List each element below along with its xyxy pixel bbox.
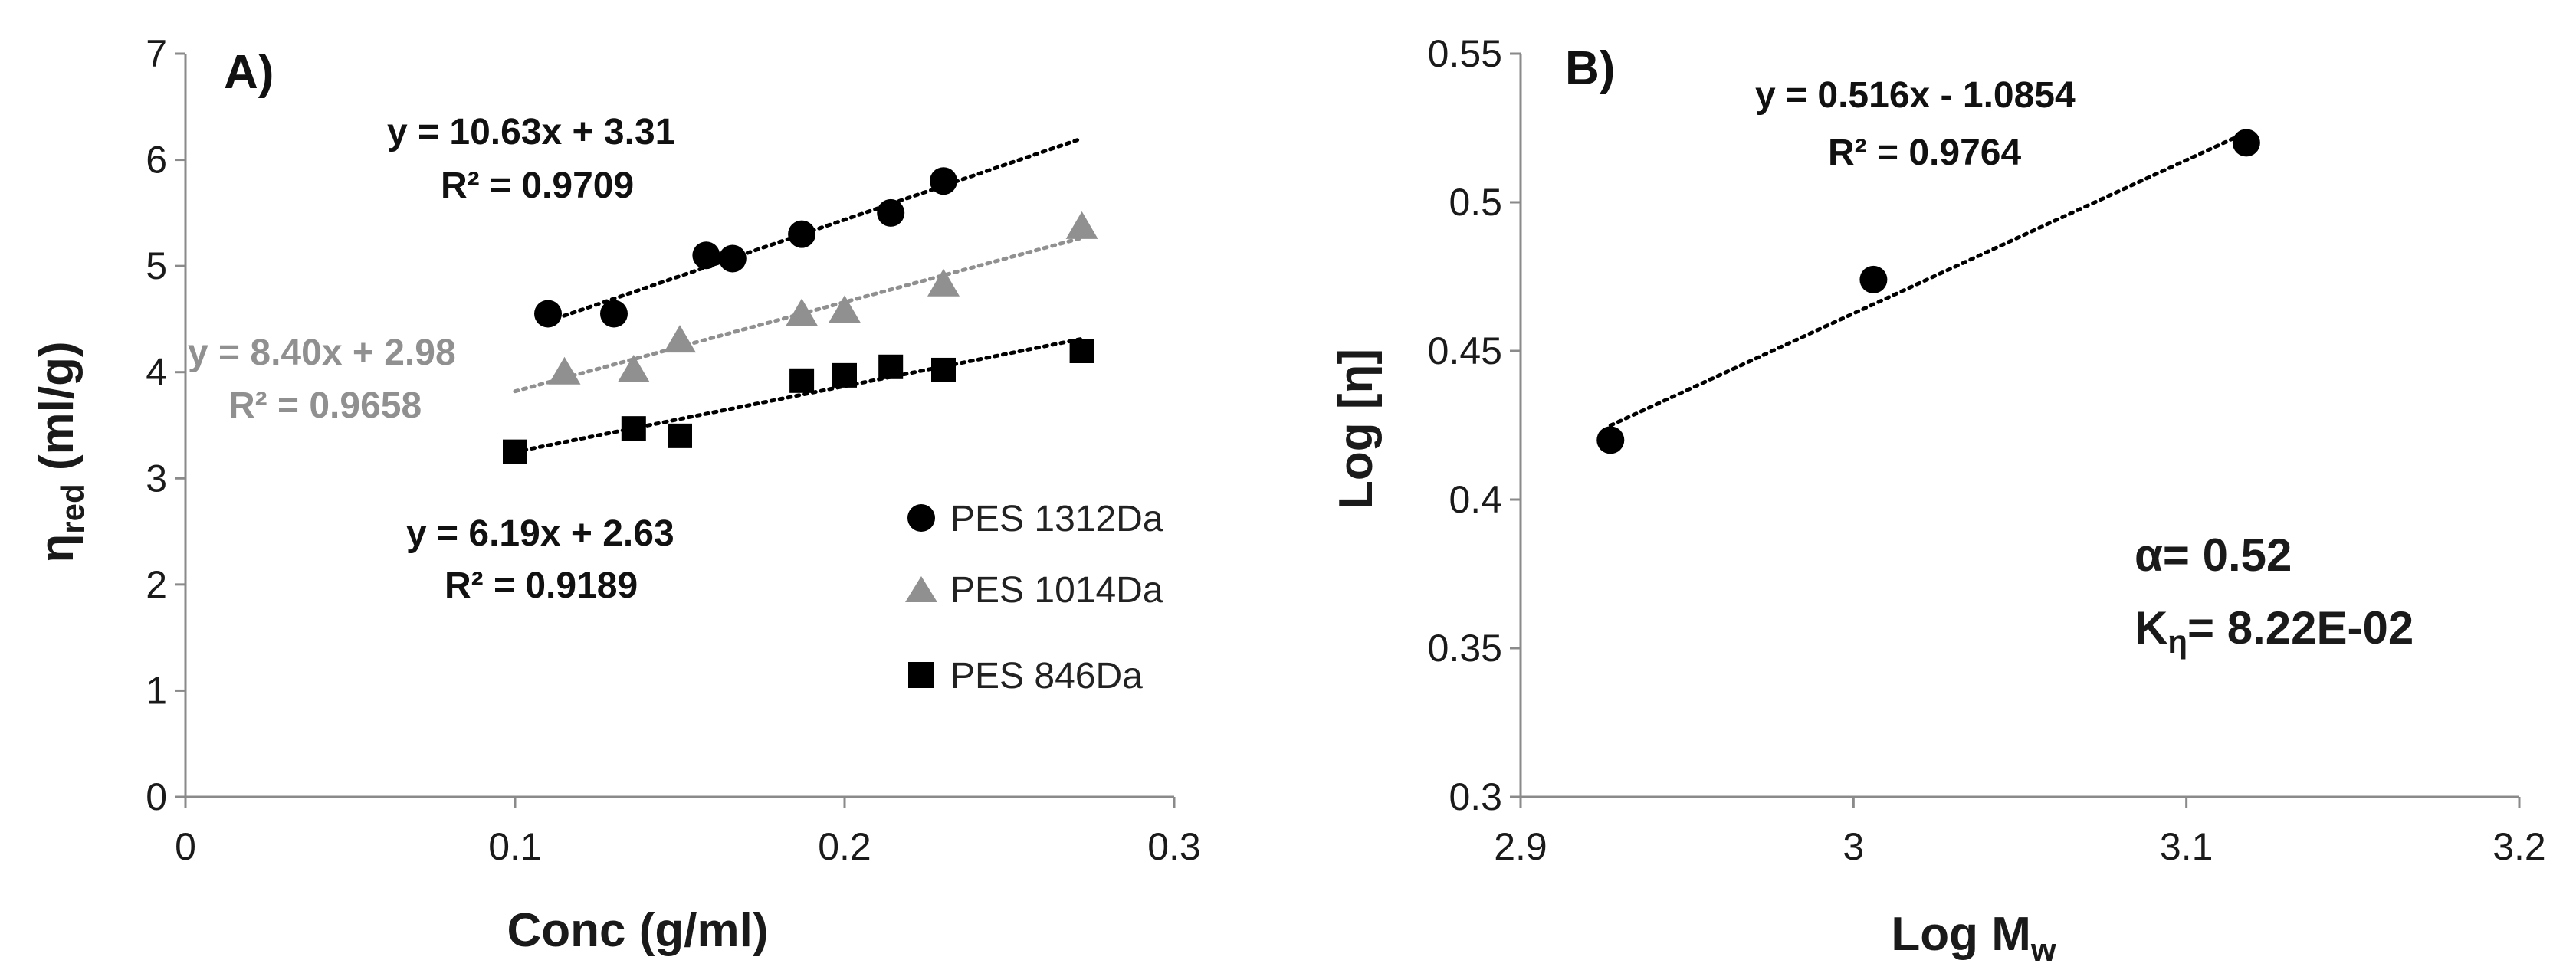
panel-b-y-ticks: 0.3 0.35 0.4 0.45 0.5 0.55 — [1428, 32, 1521, 818]
data-point-circle — [930, 167, 957, 195]
panel-a-chart: 0 1 2 3 4 5 6 7 0 0.1 0.2 0.3 A) y = 10.63x + 3.31… — [31, 32, 1201, 957]
legend-label-846: PES 846Da — [950, 656, 1143, 696]
trendline — [546, 136, 1085, 323]
data-point-triangle — [664, 325, 696, 353]
k-value: = 8.22E-02 — [2187, 602, 2414, 654]
data-point-circle — [718, 244, 747, 273]
series-1014-equation: y = 8.40x + 2.98 — [188, 333, 456, 373]
panel-a-y-ticks: 0 1 2 3 4 5 6 7 — [146, 32, 185, 818]
data-point-square — [1069, 339, 1094, 363]
y-tick-label: 2 — [146, 563, 167, 606]
y-tick-label: 0.55 — [1428, 32, 1502, 75]
legend-triangle-marker — [905, 576, 937, 602]
y-tick-label: 0.4 — [1449, 478, 1502, 521]
alpha-value: α= 0.52 — [2135, 529, 2292, 581]
panel-b-trendline — [1608, 130, 2249, 428]
trendline — [1608, 130, 2249, 428]
data-point-circle — [692, 241, 720, 270]
panel-a-label: A) — [224, 46, 274, 99]
data-point-square — [878, 354, 904, 379]
legend-square-marker — [908, 662, 934, 688]
data-point-square — [832, 362, 857, 388]
y-tick-label: 0.35 — [1428, 627, 1502, 670]
data-point-triangle — [548, 356, 581, 385]
x-title-main: Log M — [1891, 908, 2031, 961]
panel-a-axes — [184, 54, 1174, 798]
y-tick-label: 4 — [146, 351, 167, 394]
data-point-triangle — [786, 298, 819, 326]
y-tick-label: 0.5 — [1449, 181, 1502, 224]
panel-b-axes — [1519, 54, 2519, 798]
data-point-triangle — [927, 268, 960, 297]
series-1014-r2: R² = 0.9658 — [228, 385, 422, 426]
y-tick-label: 0.45 — [1428, 329, 1502, 372]
y-tick-label: 7 — [146, 32, 167, 75]
data-point-square — [789, 368, 815, 393]
series-846-equation: y = 6.19x + 2.63 — [406, 513, 674, 554]
x-tick-label: 0 — [175, 825, 196, 868]
x-tick-label: 0.2 — [818, 825, 871, 868]
panel-b-x-ticks: 2.9 3 3.1 3.2 — [1494, 797, 2546, 868]
data-point-triangle — [829, 295, 861, 323]
panel-a-y-axis-title: ηred (ml/g) — [31, 341, 90, 562]
data-point-circle — [877, 198, 905, 227]
data-point-square — [503, 439, 527, 464]
data-point-circle — [788, 220, 816, 248]
panel-a-legend: PES 1312Da PES 1014Da PES 846Da — [905, 499, 1163, 696]
panel-b-y-axis-title: Log [η] — [1330, 349, 1383, 510]
panel-b-r2: R² = 0.9764 — [1828, 133, 2021, 173]
panel-b-data-points — [1596, 129, 2260, 454]
y-tick-label: 1 — [146, 669, 167, 712]
y-tick-label: 0 — [146, 775, 167, 818]
x-tick-label: 3.1 — [2160, 825, 2213, 868]
legend-label-1014: PES 1014Da — [950, 570, 1163, 611]
x-tick-label: 0.3 — [1147, 825, 1201, 868]
data-point-triangle — [617, 354, 650, 382]
legend-label-1312: PES 1312Da — [950, 499, 1163, 539]
y-title-unit: (ml/g) — [31, 341, 84, 483]
y-tick-label: 3 — [146, 457, 167, 500]
k-eta-value: Kη= 8.22E-02 — [2135, 602, 2414, 660]
series-846-r2: R² = 0.9189 — [445, 565, 638, 606]
y-tick-label: 0.3 — [1449, 775, 1502, 818]
y-title-symbol: η — [31, 534, 84, 563]
data-point-square — [668, 423, 692, 448]
data-point-circle — [1596, 426, 1625, 454]
data-point-circle — [534, 300, 562, 328]
y-title-subscript: red — [54, 483, 90, 533]
data-point-circle — [1859, 265, 1888, 293]
legend-circle-marker — [907, 504, 935, 532]
trendline — [513, 336, 1085, 454]
panel-a-data-points — [503, 167, 1098, 464]
data-point-circle — [2232, 129, 2260, 157]
x-tick-label: 0.1 — [488, 825, 542, 868]
series-1312-equation: y = 10.63x + 3.31 — [387, 112, 675, 152]
panel-b-label: B) — [1565, 42, 1615, 95]
x-tick-label: 3.2 — [2492, 825, 2546, 868]
y-tick-label: 6 — [146, 139, 167, 182]
series-1312-r2: R² = 0.9709 — [441, 165, 634, 206]
panel-b-x-axis-title: Log Mw — [1891, 908, 2056, 968]
x-tick-label: 3 — [1843, 825, 1864, 868]
panel-b-equation: y = 0.516x - 1.0854 — [1755, 75, 2076, 116]
k-subscript: η — [2167, 624, 2187, 660]
y-tick-label: 5 — [146, 244, 167, 287]
x-tick-label: 2.9 — [1494, 825, 1547, 868]
x-title-subscript: w — [2030, 932, 2056, 968]
panel-b-chart: 0.3 0.35 0.4 0.45 0.5 0.55 2.9 3 3.1 3.2 B) y = … — [1330, 32, 2546, 968]
data-point-circle — [600, 300, 628, 328]
panel-a-x-axis-title: Conc (g/ml) — [507, 904, 769, 957]
data-point-triangle — [1065, 211, 1098, 239]
data-point-square — [621, 416, 646, 441]
data-point-square — [931, 357, 956, 382]
k-symbol: K — [2135, 602, 2167, 654]
panel-a-x-ticks: 0 0.1 0.2 0.3 — [175, 797, 1201, 868]
